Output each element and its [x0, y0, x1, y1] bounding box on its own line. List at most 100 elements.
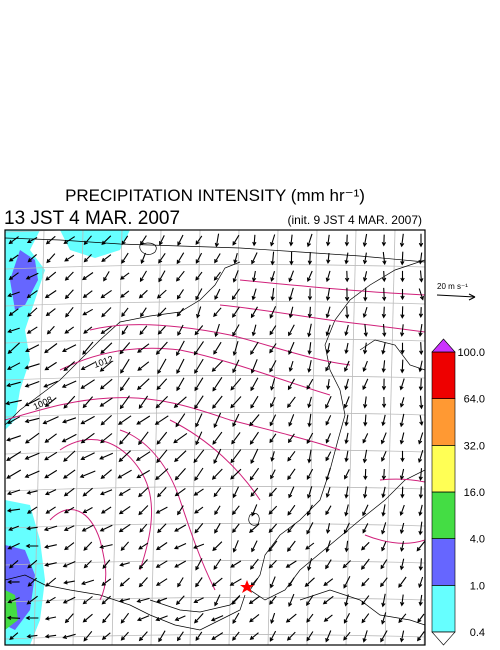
- meridian: [5, 230, 6, 247]
- wind-arrow: [323, 578, 334, 586]
- wind-arrow: [381, 396, 387, 409]
- wind-arrow: [194, 523, 204, 534]
- wind-arrow: [307, 342, 312, 355]
- wind-arrow: [419, 395, 424, 410]
- colorbar-under: [431, 631, 456, 646]
- wind-arrow: [362, 342, 368, 355]
- wind-arrow: [213, 448, 222, 465]
- wind-arrow: [194, 325, 204, 336]
- wind-arrow: [230, 560, 242, 568]
- wind-arrow: [83, 630, 93, 642]
- wind-arrow: [322, 595, 334, 605]
- wind-arrow: [250, 341, 259, 355]
- wind-arrow: [380, 432, 387, 445]
- wind-arrow: [307, 396, 312, 409]
- coastline: [299, 589, 425, 626]
- wind-arrow: [325, 415, 332, 426]
- wind-arrow: [381, 306, 387, 319]
- colorbar-label: 4.0: [470, 534, 485, 546]
- wind-arrow: [270, 378, 276, 391]
- wind-arrow: [342, 560, 351, 569]
- wind-arrow: [46, 325, 55, 335]
- wind-arrow: [325, 361, 332, 372]
- wind-arrow: [213, 487, 222, 498]
- wind-arrow: [307, 360, 312, 373]
- wind-arrow: [82, 396, 94, 409]
- wind-arrow: [63, 525, 75, 531]
- wind-arrow: [121, 235, 129, 246]
- wind-arrow: [7, 362, 21, 370]
- colorbar-segment: [431, 538, 456, 586]
- wind-arrow: [418, 486, 423, 499]
- wind-arrow: [156, 597, 168, 603]
- wind-arrow: [381, 522, 387, 535]
- wind-arrow: [195, 252, 203, 264]
- wind-arrow: [119, 377, 130, 392]
- wind-arrow: [156, 431, 168, 445]
- wind-arrow: [195, 235, 203, 246]
- wind-arrow: [381, 234, 387, 247]
- colorbar-segment: [431, 445, 456, 493]
- wind-arrow: [212, 541, 223, 552]
- wind-arrow: [250, 359, 258, 374]
- wind-arrow: [343, 576, 351, 589]
- wind-arrow: [287, 523, 296, 534]
- wind-arrow: [231, 288, 240, 301]
- isobar: [379, 478, 425, 483]
- wind-arrow: [325, 505, 332, 516]
- wind-arrow: [344, 594, 349, 607]
- wind-arrow: [381, 612, 387, 625]
- wind-arrow: [230, 468, 242, 480]
- wind-arrow: [44, 489, 57, 496]
- wind-arrow: [325, 451, 332, 462]
- wind-arrow: [118, 450, 131, 463]
- wind-arrow: [307, 557, 313, 572]
- wind-arrow: [344, 469, 350, 480]
- wind-arrow: [121, 325, 129, 336]
- location-star: [240, 580, 254, 593]
- wind-arrow: [174, 524, 187, 532]
- wind-arrow: [399, 468, 405, 481]
- wind-arrow: [325, 486, 331, 499]
- wind-arrow: [269, 343, 277, 354]
- wind-arrow: [45, 271, 57, 281]
- wind-arrow: [232, 359, 240, 374]
- wind-arrow: [381, 450, 387, 462]
- wind-arrow: [177, 324, 184, 336]
- wind-arrow: [362, 378, 369, 391]
- wind-arrow: [269, 325, 277, 336]
- wind-arrow: [288, 341, 295, 355]
- wind-arrow: [343, 522, 350, 535]
- wind-arrow: [174, 468, 186, 481]
- wind-arrow: [139, 523, 148, 533]
- wind-arrow: [82, 341, 94, 355]
- wind-arrow: [136, 415, 151, 425]
- wind-arrow: [213, 341, 222, 355]
- wind-arrow: [82, 596, 93, 605]
- wind-arrow: [214, 233, 220, 248]
- wind-arrow: [155, 578, 168, 586]
- wind-arrow: [399, 558, 405, 571]
- wind-arrow: [157, 325, 166, 335]
- wind-arrow: [193, 543, 205, 549]
- wind-arrow: [99, 397, 113, 407]
- wind-arrow: [250, 487, 259, 497]
- wind-arrow: [306, 594, 314, 606]
- wind-arrow: [157, 307, 167, 317]
- wind-arrow: [214, 594, 221, 607]
- wind-arrow: [80, 379, 95, 389]
- wind-arrow: [63, 361, 76, 372]
- meridian: [384, 230, 396, 645]
- wind-arrow: [83, 326, 93, 334]
- wind-arrow: [214, 323, 220, 338]
- wind-arrow: [417, 631, 425, 642]
- wind-arrow: [361, 577, 370, 587]
- wind-arrow: [382, 251, 387, 266]
- wind-arrow: [99, 360, 113, 372]
- wind-arrow: [418, 233, 424, 248]
- wind-arrow: [251, 270, 257, 283]
- wind-arrow: [63, 450, 76, 462]
- wind-arrow: [270, 251, 275, 266]
- wind-arrow: [400, 306, 405, 319]
- wind-arrow: [251, 504, 258, 517]
